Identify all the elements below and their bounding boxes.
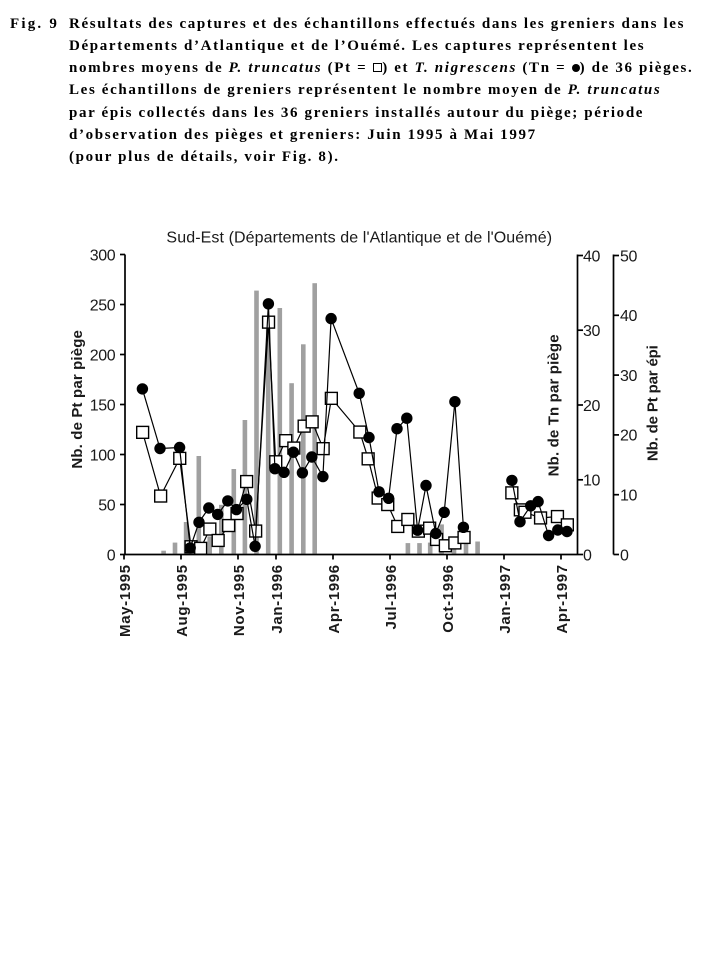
svg-text:Nb. de Pt par épi: Nb. de Pt par épi bbox=[644, 345, 661, 461]
svg-text:0: 0 bbox=[583, 547, 592, 564]
svg-text:Sud-Est (Départements de l'Atl: Sud-Est (Départements de l'Atlantique et… bbox=[166, 229, 552, 246]
svg-text:Nb. de Pt par piège: Nb. de Pt par piège bbox=[69, 330, 86, 469]
svg-text:May-1995: May-1995 bbox=[117, 564, 134, 637]
svg-text:Apr-1997: Apr-1997 bbox=[554, 564, 571, 633]
svg-text:50: 50 bbox=[98, 497, 115, 514]
svg-text:Apr-1996: Apr-1996 bbox=[326, 564, 343, 633]
svg-text:20: 20 bbox=[620, 428, 637, 445]
svg-text:Nov-1995: Nov-1995 bbox=[231, 564, 248, 636]
svg-text:0: 0 bbox=[620, 547, 629, 564]
svg-text:40: 40 bbox=[583, 248, 600, 265]
svg-text:30: 30 bbox=[620, 368, 637, 385]
svg-text:50: 50 bbox=[620, 248, 637, 265]
svg-text:150: 150 bbox=[90, 397, 116, 414]
svg-text:Jan-1997: Jan-1997 bbox=[497, 564, 514, 633]
svg-text:250: 250 bbox=[90, 297, 116, 314]
svg-text:Jan-1996: Jan-1996 bbox=[269, 564, 286, 633]
svg-text:100: 100 bbox=[90, 447, 116, 464]
svg-text:0: 0 bbox=[107, 547, 116, 564]
svg-text:40: 40 bbox=[620, 308, 637, 325]
svg-text:Oct-1996: Oct-1996 bbox=[440, 564, 457, 633]
svg-text:200: 200 bbox=[90, 347, 116, 364]
svg-text:20: 20 bbox=[583, 398, 600, 415]
svg-text:300: 300 bbox=[90, 247, 116, 264]
svg-text:30: 30 bbox=[583, 323, 600, 340]
svg-text:Jul-1996: Jul-1996 bbox=[383, 564, 400, 629]
svg-text:Aug-1995: Aug-1995 bbox=[174, 564, 191, 637]
svg-text:10: 10 bbox=[583, 473, 600, 490]
svg-text:Nb. de Tn par piège: Nb. de Tn par piège bbox=[545, 334, 562, 476]
svg-text:10: 10 bbox=[620, 488, 637, 505]
